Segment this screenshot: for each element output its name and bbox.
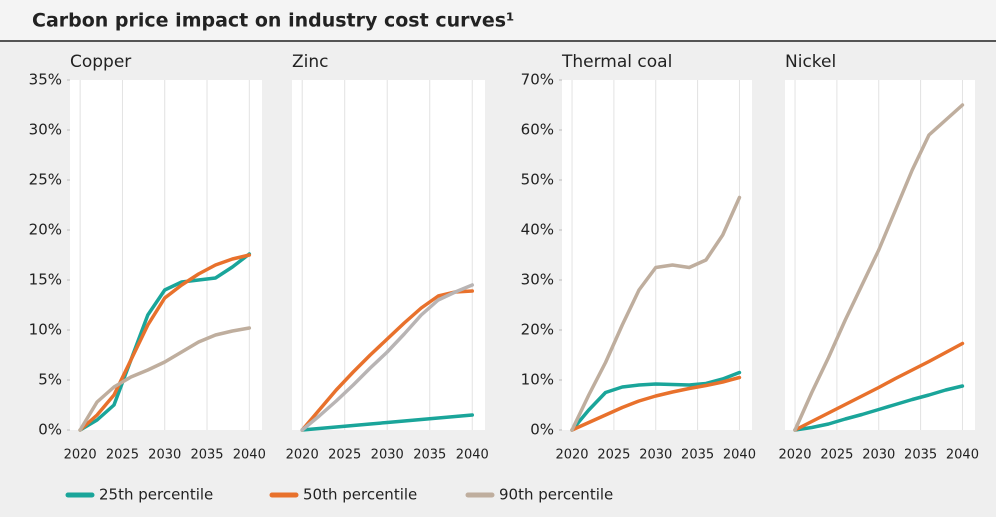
series-line <box>570 370 742 432</box>
x-tick-label: 2020 <box>286 448 319 463</box>
y-tick-label: 10% <box>29 321 62 339</box>
legend-label: 90th percentile <box>499 486 613 504</box>
y-tick-label: 25% <box>29 171 62 189</box>
x-tick-label: 2040 <box>946 448 979 463</box>
series-line <box>300 289 474 432</box>
y-tick-label: 20% <box>521 321 554 339</box>
y-tick-label: 50% <box>521 171 554 189</box>
x-tick-label: 2025 <box>820 448 853 463</box>
x-tick-label: 2020 <box>778 448 811 463</box>
y-tick-label: 20% <box>29 221 62 239</box>
y-tick-label: 40% <box>521 221 554 239</box>
y-tick-label: 60% <box>521 121 554 139</box>
y-tick-label: 5% <box>38 371 62 389</box>
page-title: Carbon price impact on industry cost cur… <box>32 10 514 32</box>
series-line <box>793 341 965 432</box>
x-tick-label: 2035 <box>190 448 223 463</box>
panel-title: Thermal coal <box>561 52 672 72</box>
series-line <box>793 384 965 432</box>
panel-title: Zinc <box>292 52 329 72</box>
y-tick-label: 0% <box>530 421 554 439</box>
x-tick-label: 2030 <box>148 448 181 463</box>
series-line <box>793 103 965 432</box>
x-tick-label: 2040 <box>456 448 489 463</box>
plot-area <box>562 80 752 430</box>
x-tick-label: 2025 <box>328 448 361 463</box>
panel-title: Copper <box>70 52 131 72</box>
y-tick-label: 30% <box>521 271 554 289</box>
x-tick-label: 2040 <box>723 448 756 463</box>
panel-title: Nickel <box>785 52 836 72</box>
plot-area <box>785 80 975 430</box>
plot-area <box>292 80 485 430</box>
x-tick-label: 2030 <box>862 448 895 463</box>
header-bg <box>0 0 996 40</box>
y-tick-label: 30% <box>29 121 62 139</box>
y-tick-label: 10% <box>521 371 554 389</box>
series-line <box>300 283 474 432</box>
series-line <box>78 253 252 432</box>
plot-area <box>70 80 262 430</box>
y-tick-label: 35% <box>29 71 62 89</box>
x-tick-label: 2020 <box>64 448 97 463</box>
x-tick-label: 2030 <box>371 448 404 463</box>
x-tick-label: 2035 <box>904 448 937 463</box>
x-tick-label: 2035 <box>413 448 446 463</box>
series-line <box>300 413 474 432</box>
x-tick-label: 2025 <box>106 448 139 463</box>
x-tick-label: 2025 <box>597 448 630 463</box>
series-line <box>570 375 742 432</box>
x-tick-label: 2030 <box>639 448 672 463</box>
legend-label: 50th percentile <box>303 486 417 504</box>
series-line <box>78 252 252 432</box>
y-tick-label: 70% <box>521 71 554 89</box>
series-line <box>78 326 252 432</box>
series-line <box>570 195 742 432</box>
x-tick-label: 2040 <box>233 448 266 463</box>
y-tick-label: 0% <box>38 421 62 439</box>
x-tick-label: 2020 <box>555 448 588 463</box>
x-tick-label: 2035 <box>681 448 714 463</box>
legend-label: 25th percentile <box>99 486 213 504</box>
y-tick-label: 15% <box>29 271 62 289</box>
